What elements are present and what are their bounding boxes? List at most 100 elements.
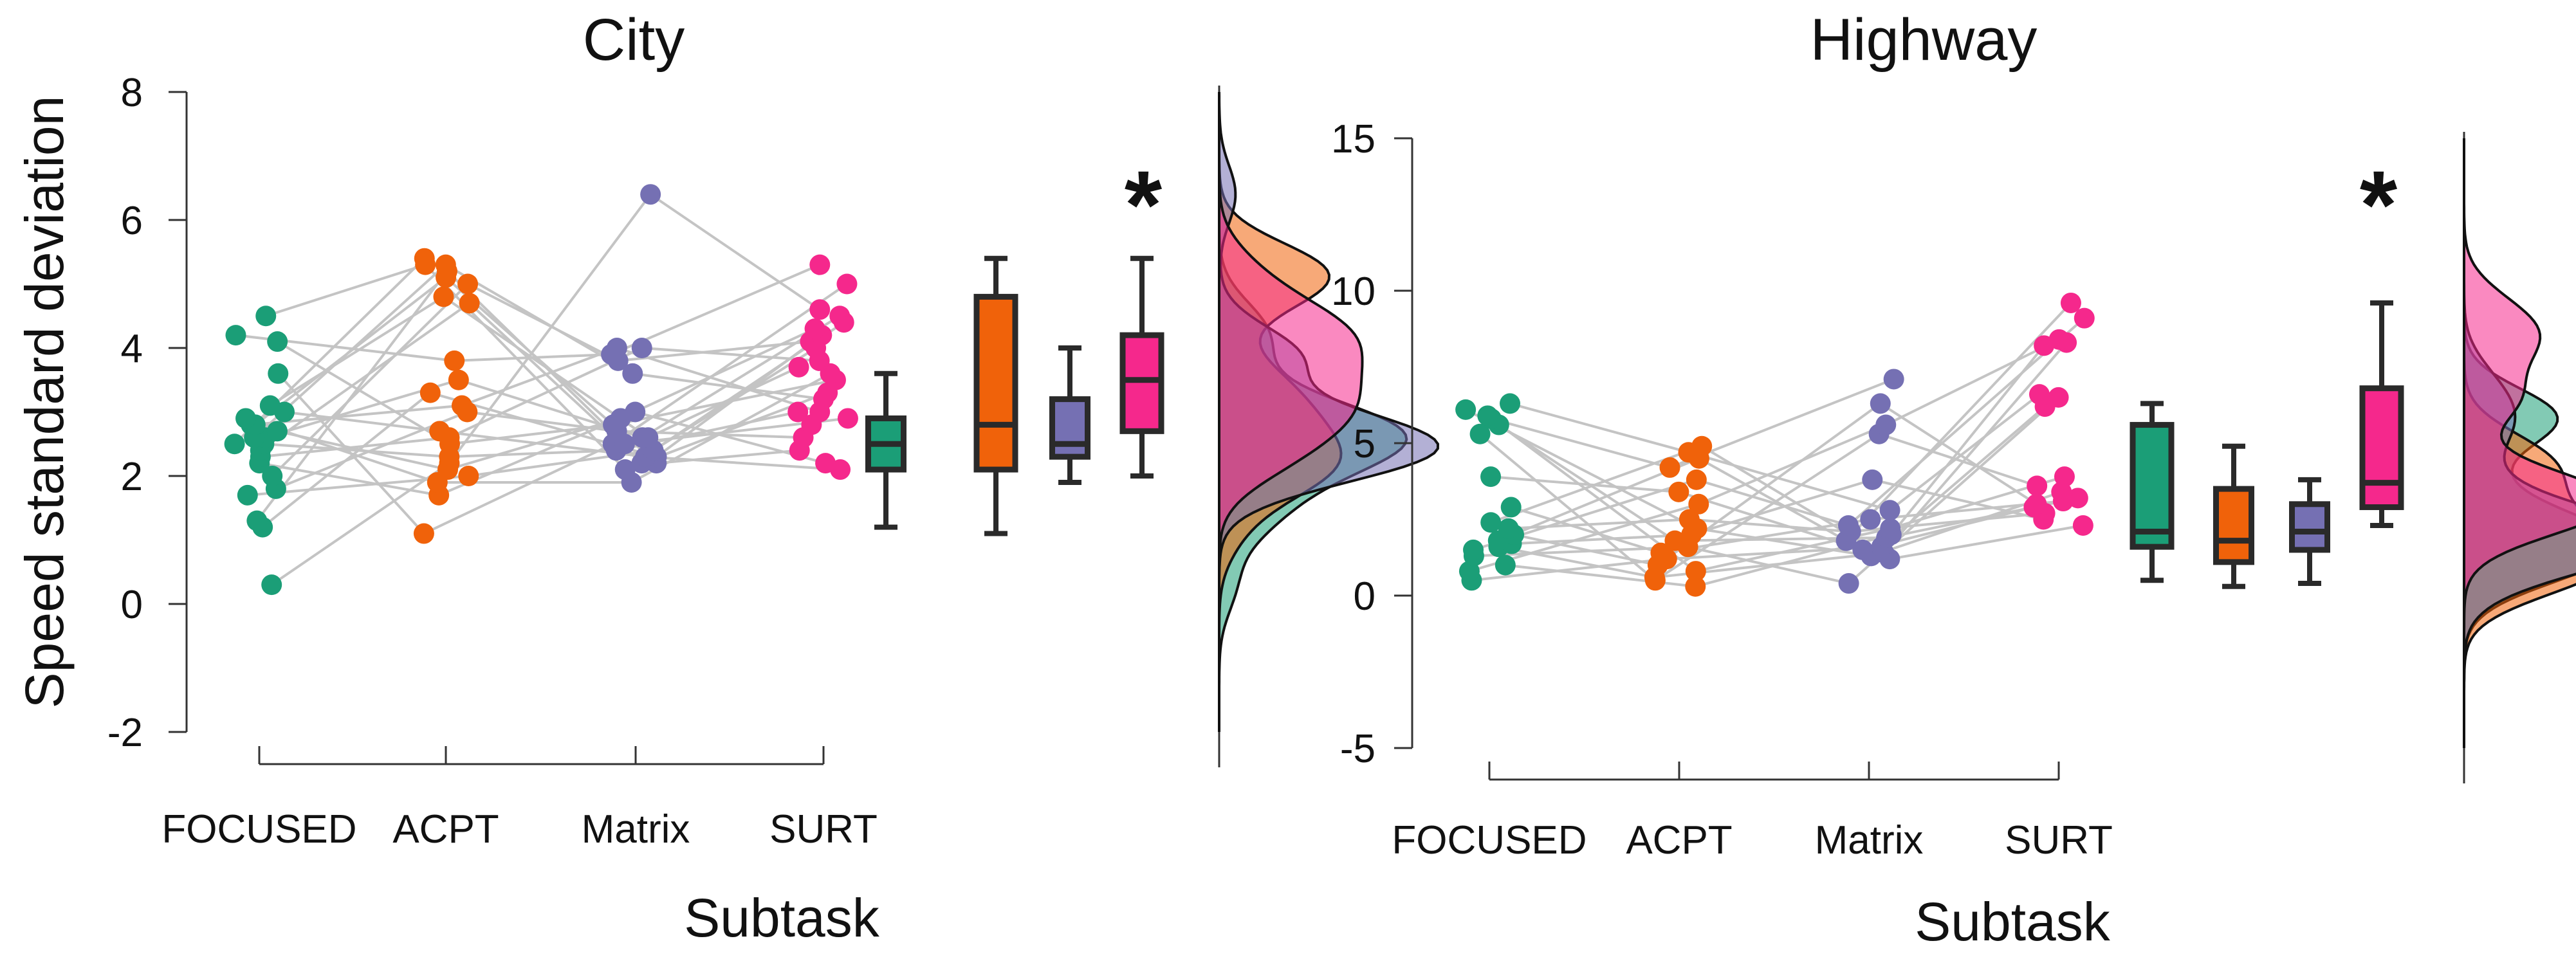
- series-acpt-points: [413, 248, 480, 544]
- boxplot-box: [2130, 422, 2175, 550]
- data-point: [225, 325, 246, 346]
- data-point: [1688, 493, 1709, 515]
- y-tick-label: 0: [121, 583, 143, 627]
- data-point: [632, 427, 653, 448]
- connector-line: [1701, 445, 1891, 560]
- data-point: [246, 510, 268, 531]
- data-point: [261, 574, 282, 596]
- data-point: [606, 338, 627, 358]
- connector-line: [277, 340, 451, 445]
- boxplot-focused: [865, 370, 906, 530]
- data-point: [459, 293, 480, 314]
- data-point: [1480, 466, 1502, 488]
- data-point: [2048, 329, 2070, 350]
- boxplot-surt: [1119, 255, 1164, 479]
- data-point: [1668, 481, 1689, 502]
- data-point: [237, 484, 258, 506]
- boxplot-surt: [2359, 300, 2404, 528]
- data-point: [1852, 539, 1873, 560]
- x-tick-label: Matrix: [1815, 818, 1924, 863]
- connector-line: [616, 347, 820, 414]
- data-point: [1838, 573, 1859, 594]
- boxplot-matrix: [2289, 477, 2330, 587]
- data-point: [1477, 405, 1498, 426]
- x-tick-label: FOCUSED: [161, 807, 356, 852]
- connector-line: [1498, 423, 1676, 542]
- boxplot-box: [2213, 486, 2254, 565]
- series-matrix-points: [601, 184, 667, 493]
- data-point: [2067, 488, 2088, 509]
- data-point: [1691, 435, 1713, 457]
- connector-line: [641, 347, 820, 362]
- connector-line: [259, 302, 470, 452]
- data-point: [1870, 393, 1891, 414]
- data-point: [262, 466, 283, 486]
- data-point: [458, 466, 479, 486]
- data-point: [414, 248, 435, 269]
- data-point: [1500, 497, 1522, 518]
- y-tick-label: 15: [1331, 117, 1375, 161]
- data-point: [614, 459, 636, 480]
- data-point: [1883, 369, 1904, 390]
- connector-line: [1513, 533, 1659, 567]
- highway-significance-marker: *: [2360, 151, 2398, 259]
- connector-line: [1498, 545, 1655, 579]
- connector-line: [449, 449, 616, 459]
- data-point: [1837, 515, 1859, 536]
- connector-line: [259, 462, 439, 497]
- boxplot-acpt: [2213, 443, 2254, 589]
- series-acpt-points: [1644, 435, 1713, 597]
- city-y-axis-title: Speed standard deviation: [14, 96, 75, 709]
- data-point: [2060, 292, 2081, 313]
- highway-x-axis-title: Subtask: [1915, 891, 2111, 952]
- connector-line: [1508, 518, 1689, 530]
- highway-plot-area: -5 0 5 10 15 FOCUSED ACPT Matrix SURT: [1331, 117, 2576, 863]
- boxplot-acpt: [973, 255, 1018, 536]
- highway-panel: Highway Subtask * -5 0 5 10 15 FOCUSED ACPT Mat…: [1331, 7, 2576, 952]
- city-plot-area: -2 0 2 4 6 8 FOCUSED ACPT Matrix SURT: [107, 71, 1440, 852]
- connector-line: [1845, 302, 2072, 542]
- connector-line: [645, 455, 841, 471]
- y-tick-label: 0: [1354, 574, 1375, 619]
- connector-line: [424, 264, 627, 471]
- y-tick-label: 10: [1331, 269, 1375, 314]
- connector-line: [1511, 506, 1662, 554]
- data-point: [788, 356, 809, 378]
- data-point: [1679, 509, 1700, 530]
- y-tick-label: -2: [107, 711, 143, 755]
- series-focused-points: [1455, 393, 1525, 591]
- y-tick-label: 5: [1354, 422, 1375, 466]
- boxplot-box: [1119, 332, 1164, 434]
- highway-panel-title: Highway: [1810, 7, 2038, 73]
- x-tick-label: ACPT: [392, 807, 499, 852]
- data-point: [829, 306, 851, 327]
- data-point: [2048, 387, 2069, 408]
- connector-line: [271, 283, 469, 477]
- connector-line: [1491, 417, 1671, 469]
- data-point: [444, 350, 465, 371]
- data-point: [640, 184, 661, 205]
- x-tick-label: FOCUSED: [1392, 818, 1587, 863]
- participant-connectors: [234, 193, 849, 586]
- connector-line: [284, 410, 440, 433]
- data-point: [433, 286, 454, 307]
- connector-line: [461, 347, 618, 407]
- connector-line: [254, 276, 447, 426]
- city-panel-title: City: [583, 7, 685, 73]
- data-point: [451, 395, 472, 416]
- x-tick-label: SURT: [769, 807, 878, 852]
- series-matrix-points: [1835, 369, 1904, 594]
- data-point: [1455, 399, 1477, 420]
- connector-line: [260, 436, 450, 459]
- data-point: [267, 331, 288, 352]
- connector-line: [1878, 432, 2038, 488]
- connector-line: [1688, 451, 1891, 512]
- data-point: [1463, 539, 1484, 560]
- y-tick-label: 2: [121, 455, 143, 499]
- data-point: [1469, 423, 1491, 444]
- data-point: [1685, 576, 1706, 597]
- data-point: [255, 306, 277, 327]
- data-point: [224, 434, 245, 455]
- participant-connectors: [1465, 302, 2086, 588]
- connector-line: [1872, 478, 2044, 521]
